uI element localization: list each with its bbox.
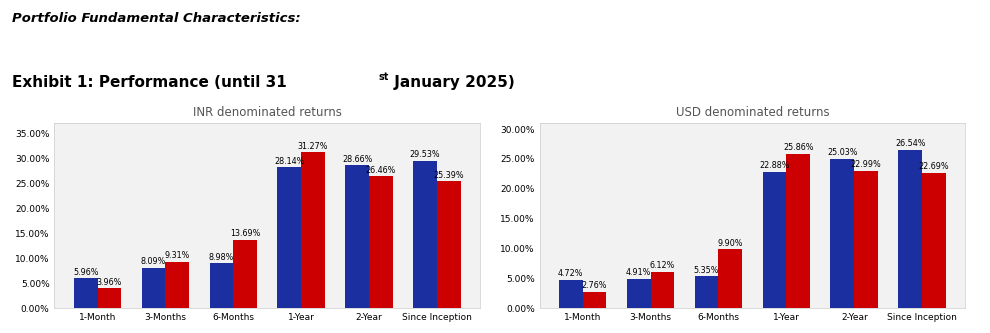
Text: 4.91%: 4.91% — [626, 268, 651, 277]
Text: 28.66%: 28.66% — [343, 155, 372, 164]
Bar — [301, 152, 325, 308]
Text: 13.69%: 13.69% — [230, 229, 260, 238]
Bar — [650, 271, 674, 308]
Text: 22.99%: 22.99% — [850, 161, 881, 169]
Text: 8.98%: 8.98% — [209, 253, 235, 262]
Text: 25.03%: 25.03% — [827, 148, 857, 157]
Text: 29.53%: 29.53% — [410, 150, 441, 159]
Text: 9.90%: 9.90% — [718, 238, 743, 247]
Bar — [719, 249, 742, 308]
Bar — [234, 240, 257, 308]
Text: 25.39%: 25.39% — [434, 171, 464, 180]
Text: 9.31%: 9.31% — [164, 251, 190, 260]
Bar — [786, 154, 810, 308]
Text: 5.35%: 5.35% — [694, 266, 720, 275]
Title: USD denominated returns: USD denominated returns — [675, 106, 830, 119]
Bar — [165, 261, 189, 308]
Text: 6.12%: 6.12% — [649, 261, 675, 270]
Text: st: st — [378, 72, 388, 82]
Text: 25.86%: 25.86% — [783, 144, 814, 153]
Bar — [346, 165, 369, 308]
Bar — [627, 279, 650, 308]
Text: 4.72%: 4.72% — [558, 269, 583, 278]
Bar — [831, 159, 854, 308]
Bar — [369, 176, 393, 308]
Text: January 2025): January 2025) — [389, 75, 515, 90]
Text: 2.76%: 2.76% — [582, 281, 607, 290]
Bar — [210, 263, 234, 308]
Text: 3.96%: 3.96% — [97, 278, 122, 287]
Text: 5.96%: 5.96% — [73, 268, 98, 277]
Bar — [922, 173, 945, 308]
Bar — [898, 150, 922, 308]
Bar — [277, 167, 301, 308]
Text: 28.14%: 28.14% — [274, 157, 305, 166]
Title: INR denominated returns: INR denominated returns — [193, 106, 342, 119]
Bar — [437, 181, 460, 308]
Text: Exhibit 1: Performance (until 31: Exhibit 1: Performance (until 31 — [12, 75, 287, 90]
Text: 22.69%: 22.69% — [919, 162, 949, 171]
Bar — [74, 278, 98, 308]
Bar — [583, 292, 607, 308]
Text: 26.46%: 26.46% — [366, 166, 396, 174]
Text: Portfolio Fundamental Characteristics:: Portfolio Fundamental Characteristics: — [12, 12, 301, 25]
Text: 8.09%: 8.09% — [141, 257, 166, 266]
Text: 31.27%: 31.27% — [298, 142, 329, 151]
Bar — [98, 288, 122, 308]
Bar — [142, 268, 165, 308]
Bar — [762, 171, 786, 308]
Text: 26.54%: 26.54% — [895, 139, 926, 148]
Bar — [854, 171, 878, 308]
Bar — [413, 161, 437, 308]
Text: 22.88%: 22.88% — [759, 161, 790, 170]
Bar — [695, 276, 719, 308]
Bar — [559, 280, 583, 308]
